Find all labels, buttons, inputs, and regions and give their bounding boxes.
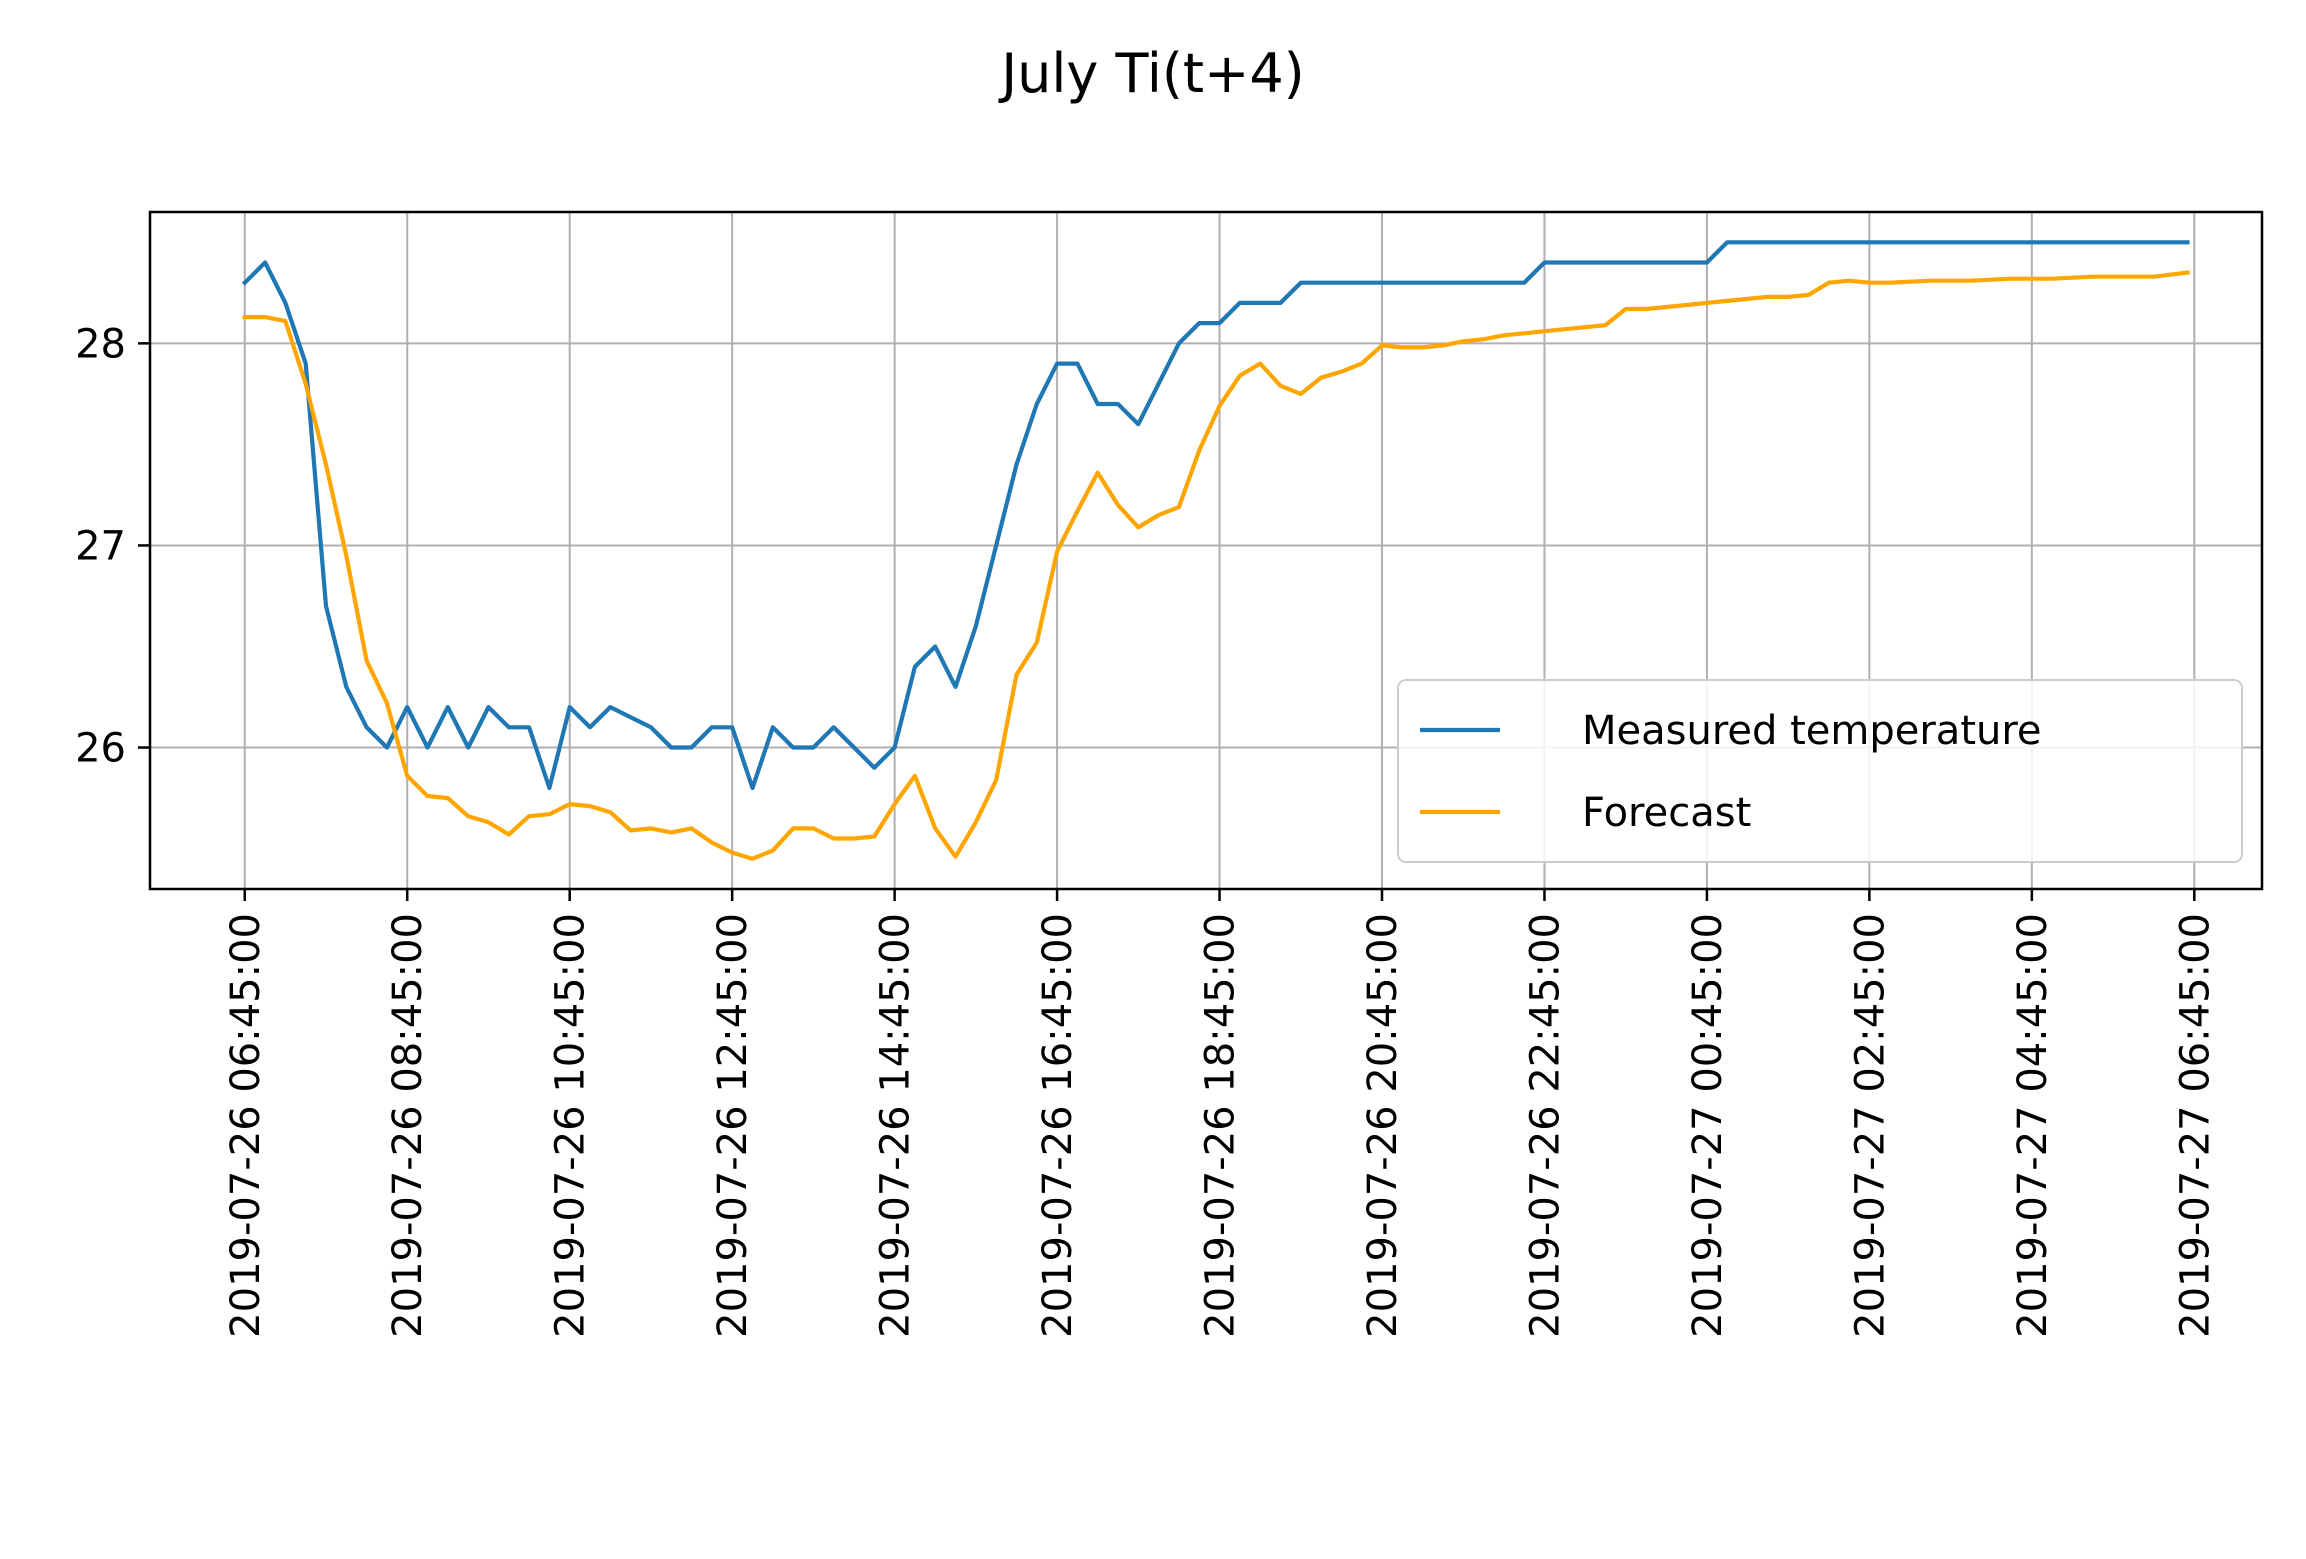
series-line-forecast (242, 270, 2190, 861)
grid (150, 212, 2262, 889)
x-tick-label: 2019-07-26 06:45:00 (223, 913, 269, 1338)
legend-label: Forecast (1582, 790, 1751, 836)
x-tick-label: 2019-07-26 10:45:00 (548, 913, 594, 1338)
x-tick-label: 2019-07-26 20:45:00 (1360, 913, 1406, 1338)
x-tick-label: 2019-07-26 18:45:00 (1198, 913, 1244, 1338)
x-tick-label: 2019-07-27 04:45:00 (2010, 913, 2056, 1338)
y-axis: 26 27 28 (75, 321, 150, 772)
x-tick-label: 2019-07-27 06:45:00 (2172, 913, 2218, 1338)
y-tick-label: 27 (75, 523, 126, 569)
legend-label: Measured temperature (1582, 708, 2042, 754)
y-tick-label: 26 (75, 726, 126, 772)
x-tick-label: 2019-07-27 02:45:00 (1847, 913, 1893, 1338)
series-line-measured-temperature (241, 240, 2190, 791)
x-axis: 2019-07-26 06:45:00 2019-07-26 08:45:00 20… (223, 889, 2218, 1338)
legend-box (1397, 679, 2243, 863)
y-tick-label: 28 (75, 321, 126, 367)
x-tick-label: 2019-07-26 16:45:00 (1035, 913, 1081, 1338)
x-tick-label: 2019-07-26 12:45:00 (710, 913, 756, 1338)
series-lines (241, 240, 2190, 861)
x-tick-label: 2019-07-26 08:45:00 (385, 913, 431, 1338)
chart-title: July Ti(t+4) (998, 42, 1305, 105)
legend: Measured temperature Forecast (1397, 679, 2243, 863)
x-tick-label: 2019-07-26 14:45:00 (873, 913, 919, 1338)
x-tick-label: 2019-07-27 00:45:00 (1685, 913, 1731, 1338)
x-tick-label: 2019-07-26 22:45:00 (1522, 913, 1568, 1338)
plot-frame (148, 210, 2264, 891)
